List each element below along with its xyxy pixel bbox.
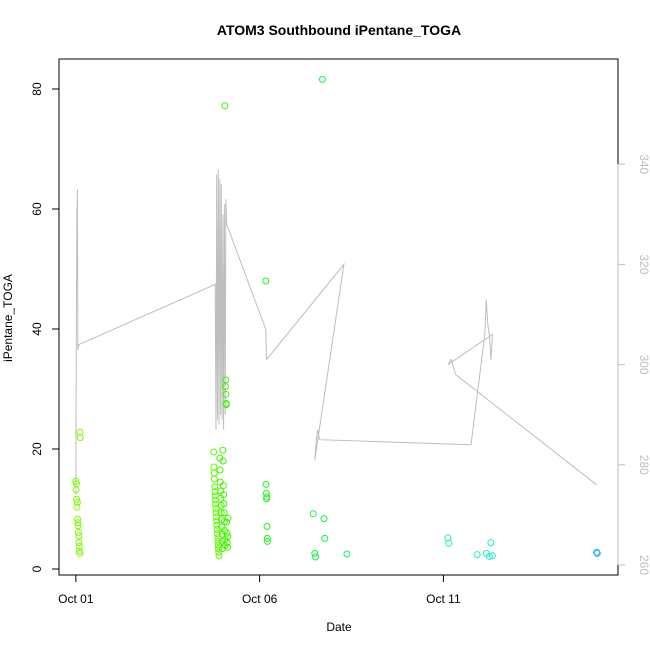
data-point — [221, 383, 229, 391]
data-point — [223, 518, 231, 526]
data-point — [444, 534, 452, 542]
data-point — [76, 428, 84, 436]
y2-tick-label: 300 — [637, 355, 650, 375]
y2-tick-label: 280 — [637, 455, 650, 475]
y2-tick-label: 260 — [637, 555, 650, 575]
data-point — [214, 537, 222, 545]
data-point — [220, 509, 228, 517]
data-point — [485, 552, 493, 560]
x-axis: Oct 01 Oct 06 Oct 11 — [58, 574, 461, 606]
data-point — [72, 480, 80, 488]
data-point — [222, 401, 230, 409]
y-tick-label: 20 — [30, 442, 44, 456]
x-tick-label: Oct 01 — [58, 592, 94, 606]
data-point — [224, 543, 231, 551]
data-point — [263, 522, 271, 530]
data-point — [210, 475, 218, 483]
data-point — [215, 545, 222, 553]
y2-tick-label: 320 — [637, 254, 650, 274]
data-point — [220, 500, 228, 508]
data-point — [217, 509, 225, 517]
x-axis-label: Date — [326, 620, 352, 634]
data-point — [320, 515, 328, 523]
data-point — [212, 504, 220, 512]
data-point — [263, 534, 271, 542]
data-point — [74, 528, 82, 536]
points-layer — [72, 75, 601, 561]
secondary-series-line — [75, 169, 597, 495]
y-tick-label: 40 — [30, 322, 44, 336]
data-point — [343, 550, 351, 558]
data-point — [487, 539, 495, 547]
data-point — [215, 548, 223, 556]
data-point — [214, 530, 221, 538]
x-tick-label: Oct 06 — [242, 592, 278, 606]
data-point — [75, 542, 83, 550]
data-point — [593, 549, 601, 557]
data-point — [262, 489, 270, 497]
data-point — [224, 533, 232, 541]
data-point — [222, 390, 230, 398]
x-tick-label: Oct 11 — [426, 592, 461, 606]
data-point — [215, 552, 223, 560]
data-point — [262, 277, 270, 285]
data-point — [473, 551, 481, 559]
data-point — [214, 534, 222, 542]
data-point — [213, 521, 221, 529]
data-point — [321, 534, 329, 542]
data-point — [219, 482, 227, 490]
data-point — [212, 509, 220, 517]
data-point — [263, 493, 271, 501]
data-point — [75, 539, 83, 547]
data-point — [224, 514, 232, 522]
data-point — [221, 527, 229, 535]
data-point — [73, 495, 81, 503]
data-point — [309, 510, 317, 518]
data-point — [211, 483, 219, 491]
data-point — [219, 446, 227, 454]
y-axis-label: iPentane_TOGA — [1, 274, 15, 362]
y-tick-label: 60 — [30, 202, 44, 216]
data-point — [214, 541, 222, 549]
data-point — [213, 513, 220, 521]
data-point — [73, 498, 81, 506]
y2-tick-label: 340 — [637, 154, 650, 174]
data-point — [74, 519, 82, 527]
data-point — [488, 552, 496, 560]
secondary-line-layer — [75, 169, 597, 495]
data-point — [593, 548, 601, 556]
y-tick-label: 80 — [30, 82, 44, 96]
data-point — [210, 448, 218, 456]
data-point — [445, 539, 453, 547]
data-point — [76, 549, 84, 557]
data-point — [74, 522, 82, 530]
data-point — [74, 515, 82, 523]
y2-axis: 260 280 300 320 340 — [617, 154, 650, 575]
data-point — [75, 532, 83, 540]
data-point — [311, 549, 319, 557]
data-point — [318, 75, 326, 83]
data-point — [312, 553, 319, 561]
data-point — [213, 517, 221, 525]
chart-title: ATOM3 Southbound iPentane_TOGA — [217, 22, 461, 38]
data-point — [73, 503, 81, 511]
data-point — [216, 466, 224, 474]
data-point — [221, 102, 229, 110]
data-point — [219, 457, 227, 465]
data-point — [76, 434, 84, 442]
data-point — [264, 537, 271, 545]
y-tick-label: 0 — [30, 565, 44, 572]
data-point — [75, 547, 83, 555]
data-point — [223, 529, 231, 537]
data-point — [220, 491, 228, 499]
data-point — [211, 492, 219, 500]
data-point — [222, 376, 230, 384]
y-axis: 0 20 40 60 80 — [30, 82, 60, 572]
data-point — [262, 480, 270, 488]
